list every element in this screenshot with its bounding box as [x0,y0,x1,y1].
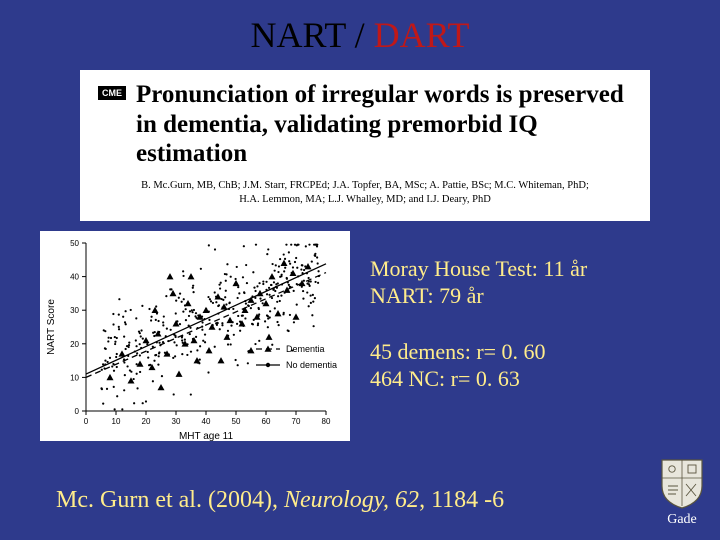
side-text: Moray House Test: 11 år NART: 79 år 45 d… [370,231,587,441]
citation-prefix: Mc. Gurn et al. (2004), [56,487,284,513]
side-line-1: Moray House Test: 11 år [370,255,587,283]
svg-text:70: 70 [292,417,301,426]
title-part-dart: DART [374,15,470,55]
university-crest-icon [658,456,706,510]
side-line-3: 45 demens: r= 0. 60 [370,338,587,366]
citation-journal: Neurology, 62 [284,487,419,513]
scatter-svg: 0 10 20 30 40 50 60 70 80 0 10 20 30 40 50 MHT age 11 NA… [40,231,350,441]
svg-text:MHT age 11: MHT age 11 [179,431,234,441]
corner-block: Gade [658,456,706,528]
svg-text:80: 80 [322,417,331,426]
svg-text:40: 40 [202,417,211,426]
side-line-2: NART: 79 år [370,282,587,310]
svg-text:50: 50 [232,417,241,426]
authors-line-1: B. Mc.Gurn, MB, ChB; J.M. Starr, FRCPEd;… [98,179,632,193]
paper-headline: Pronunciation of irregular words is pres… [136,80,626,169]
lower-row: 0 10 20 30 40 50 60 70 80 0 10 20 30 40 50 MHT age 11 NA… [0,231,720,441]
slide-title: NART / DART [0,0,720,56]
svg-text:0: 0 [75,407,80,416]
svg-text:40: 40 [70,272,79,281]
scatter-chart: 0 10 20 30 40 50 60 70 80 0 10 20 30 40 50 MHT age 11 NA… [40,231,350,441]
citation-suffix: , 1184 -6 [419,487,504,513]
svg-text:Dementia: Dementia [286,344,325,354]
authors-line-2: H.A. Lemmon, MA; L.J. Whalley, MD; and I… [98,193,632,207]
svg-text:10: 10 [70,373,79,382]
paper-clipping: CME Pronunciation of irregular words is … [80,70,650,221]
svg-text:20: 20 [142,417,151,426]
svg-text:0: 0 [84,417,89,426]
cme-badge: CME [98,86,126,100]
svg-text:NART Score: NART Score [46,299,57,355]
title-slash: / [346,15,374,55]
svg-text:No dementia: No dementia [286,360,337,370]
svg-text:60: 60 [262,417,271,426]
paper-authors: B. Mc.Gurn, MB, ChB; J.M. Starr, FRCPEd;… [98,179,632,207]
side-line-4: 464 NC: r= 0. 63 [370,365,587,393]
title-part-nart: NART [250,15,345,55]
svg-text:30: 30 [70,306,79,315]
svg-text:20: 20 [70,340,79,349]
svg-text:10: 10 [112,417,121,426]
svg-text:50: 50 [70,239,79,248]
citation: Mc. Gurn et al. (2004), Neurology, 62, 1… [56,487,504,514]
svg-text:30: 30 [172,417,181,426]
corner-label: Gade [658,512,706,528]
